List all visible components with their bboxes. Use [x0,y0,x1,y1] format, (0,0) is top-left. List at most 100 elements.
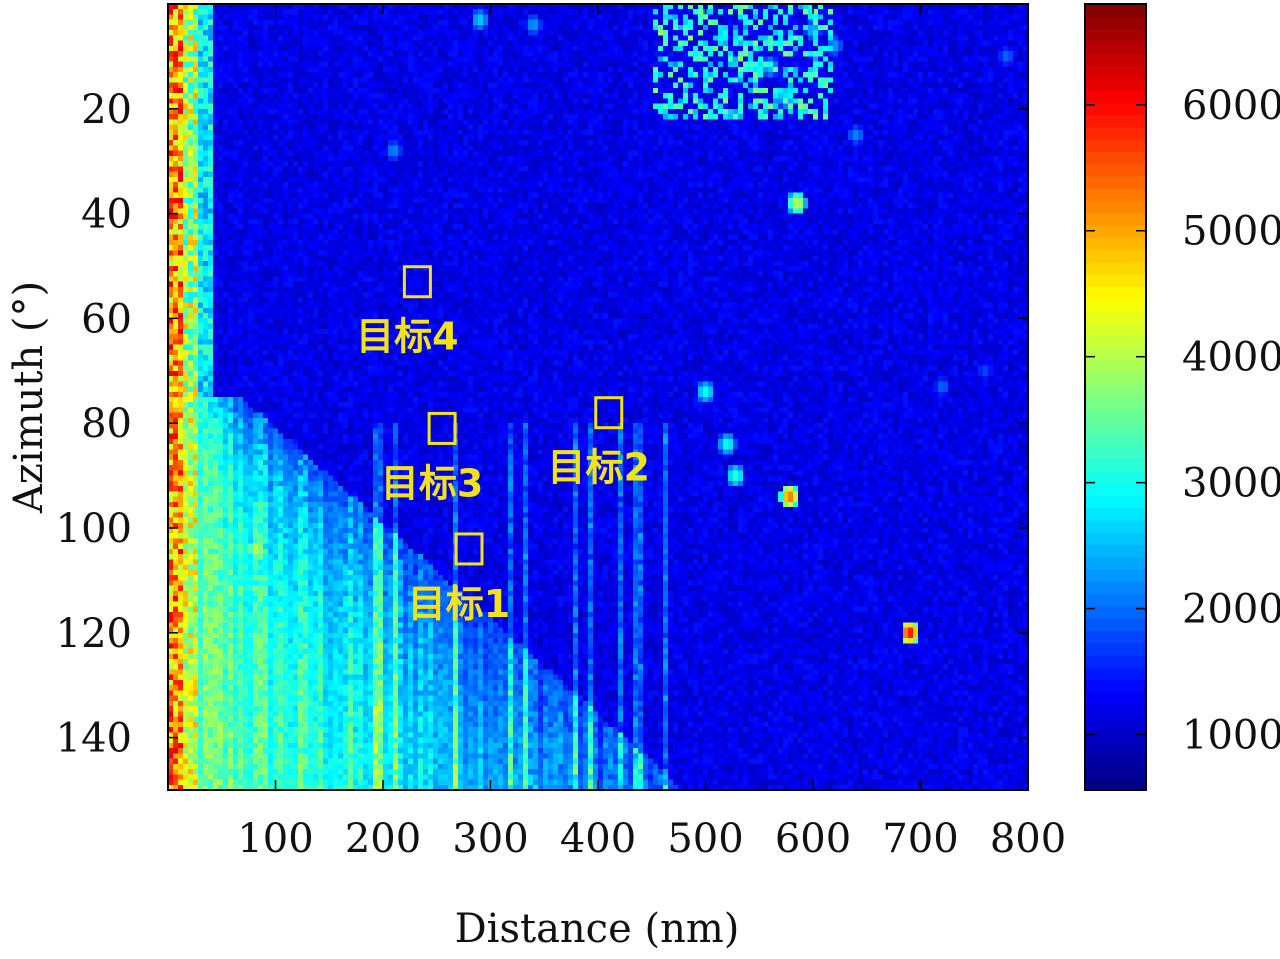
colorbar-segment [1085,163,1146,177]
colorbar-tick-label: 1000 [1182,713,1280,759]
colorbar-tick-label: 5000 [1182,209,1280,255]
colorbar-segment [1085,642,1146,656]
y-tick-label: 60 [81,296,132,342]
colorbar-segment [1085,716,1146,730]
colorbar-segment [1085,65,1146,79]
colorbar-segment [1085,568,1146,582]
colorbar-segment [1085,654,1146,668]
colorbar-segment [1085,507,1146,521]
colorbar-segment [1085,139,1146,152]
x-tick-label: 400 [560,816,636,862]
colorbar-segment [1085,777,1146,791]
colorbar-segment [1085,286,1146,300]
target-label: 目标1 [408,582,510,626]
colorbar-segment [1085,544,1146,558]
colorbar-segment [1085,4,1146,17]
y-tick-label: 100 [56,506,132,552]
colorbar-segment [1085,519,1146,533]
y-axis-label: Azimuth (°) [6,281,52,514]
colorbar-tick-label: 3000 [1182,461,1280,507]
colorbar-segment [1085,765,1146,779]
colorbar-segment [1085,225,1146,238]
colorbar-segment [1085,335,1146,349]
colorbar-segment [1085,102,1146,116]
colorbar-segment [1085,126,1146,140]
colorbar-segment [1085,458,1146,472]
target-box [402,265,432,299]
y-tick-label: 80 [81,401,132,447]
colorbar-segment [1085,728,1146,742]
colorbar-segment [1085,384,1146,398]
colorbar-segment [1085,360,1146,374]
target-label: 目标3 [381,461,483,505]
y-tick-label: 120 [56,611,132,657]
colorbar-segment [1085,114,1146,128]
x-tick-label: 300 [452,816,528,862]
colorbar-segment [1085,397,1146,410]
colorbar-border [1084,3,1147,791]
y-tick-label: 40 [81,192,132,238]
x-tick-label: 500 [667,816,743,862]
colorbar-tick-label: 6000 [1182,83,1280,129]
axis-ticks: 100 200 300 400 500 600 700 800 20 40 60 80 100 120 14… [56,4,1066,862]
x-tick-label: 700 [882,816,958,862]
colorbar-segment [1085,532,1146,545]
colorbar-segment [1085,421,1146,435]
x-tick-label: 100 [237,816,313,862]
colorbar-segment [1085,53,1146,67]
colorbar-segment [1085,212,1146,226]
target-box [454,532,484,566]
x-tick-label: 800 [990,816,1066,862]
colorbar-segment [1085,200,1146,214]
colorbar-segment [1085,704,1146,717]
colorbar-segment [1085,630,1146,644]
colorbar-segment [1085,237,1146,251]
y-tick-label: 20 [81,87,132,133]
x-tick-label: 200 [345,816,421,862]
colorbar-segment [1085,593,1146,607]
colorbar-segment [1085,28,1146,42]
colorbar-segment [1085,175,1146,189]
colorbar-segment [1085,249,1146,263]
colorbar-segment [1085,753,1146,767]
colorbar-segment [1085,679,1146,693]
colorbar-tick-label: 4000 [1182,335,1280,381]
target-label: 目标2 [548,446,650,490]
colorbar-segment [1085,347,1146,361]
target-label: 目标4 [356,315,458,359]
colorbar-segment [1085,409,1146,423]
colorbar-segment [1085,151,1146,165]
target-box [427,411,457,445]
colorbar-segment [1085,556,1146,570]
y-tick-label: 140 [56,716,132,762]
colorbar-segment [1085,77,1146,91]
x-axis-label: Distance (nm) [455,906,740,952]
colorbar-segment [1085,298,1146,312]
colorbar-segment [1085,691,1146,705]
x-tick-label: 600 [775,816,851,862]
colorbar-segment [1085,16,1146,30]
colorbar-segment [1085,482,1146,496]
target-annotations: 目标1 目标2 目标3 目标4 [356,265,650,626]
colorbar-segment [1085,323,1146,337]
colorbar-segment [1085,446,1146,460]
colorbar-segment [1085,274,1146,288]
colorbar-segment [1085,188,1146,202]
colorbar-segment [1085,581,1146,595]
colorbar: 1000 2000 3000 4000 5000 6000 [1084,3,1280,791]
colorbar-segment [1085,618,1146,631]
colorbar-segment [1085,89,1146,103]
colorbar-segment [1085,495,1146,509]
colorbar-segment [1085,261,1146,275]
colorbar-segment [1085,311,1146,324]
colorbar-tick-label: 2000 [1182,587,1280,633]
colorbar-segment [1085,605,1146,619]
colorbar-segment [1085,740,1146,754]
colorbar-segment [1085,40,1146,54]
colorbar-segment [1085,470,1146,484]
target-box [594,396,624,430]
colorbar-segment [1085,667,1146,681]
colorbar-segment [1085,372,1146,386]
colorbar-segment [1085,433,1146,447]
